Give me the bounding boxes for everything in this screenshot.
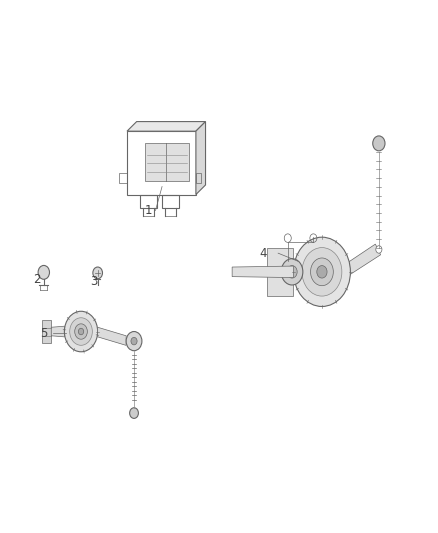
- Circle shape: [293, 237, 350, 306]
- Polygon shape: [145, 142, 189, 181]
- Text: 4: 4: [259, 247, 267, 260]
- Text: 5: 5: [40, 327, 47, 340]
- Text: 3: 3: [91, 275, 98, 288]
- Polygon shape: [232, 266, 293, 278]
- Circle shape: [317, 265, 327, 278]
- Polygon shape: [196, 122, 205, 195]
- Circle shape: [75, 324, 87, 339]
- Polygon shape: [51, 326, 64, 337]
- Circle shape: [126, 332, 142, 351]
- Circle shape: [64, 311, 98, 352]
- Circle shape: [93, 267, 102, 279]
- Circle shape: [287, 265, 297, 278]
- Circle shape: [281, 259, 303, 285]
- Circle shape: [130, 408, 138, 418]
- Circle shape: [38, 265, 49, 279]
- Polygon shape: [267, 248, 293, 296]
- Polygon shape: [127, 122, 205, 131]
- Polygon shape: [42, 320, 51, 343]
- Text: 2: 2: [33, 273, 41, 286]
- Circle shape: [376, 246, 382, 253]
- Polygon shape: [98, 327, 126, 345]
- Circle shape: [70, 318, 92, 345]
- Circle shape: [131, 337, 137, 345]
- Circle shape: [302, 247, 342, 296]
- Polygon shape: [342, 244, 381, 280]
- Text: 1: 1: [145, 204, 153, 217]
- Circle shape: [373, 136, 385, 151]
- Circle shape: [311, 258, 333, 286]
- Circle shape: [78, 328, 84, 335]
